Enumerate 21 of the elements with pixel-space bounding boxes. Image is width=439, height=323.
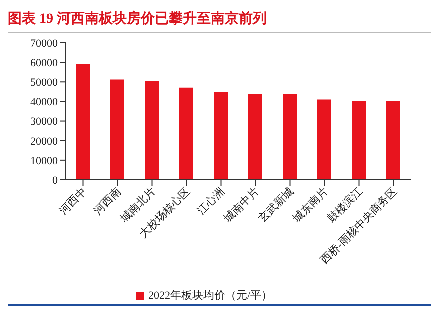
x-tick-label: 河西中 — [56, 184, 90, 218]
bar — [248, 94, 262, 180]
y-tick-label: 70000 — [30, 38, 58, 50]
bar — [180, 88, 194, 180]
legend-label: 2022年板块均价（元/平） — [148, 290, 273, 302]
chart-title: 图表 19 河西南板块房价已攀升至南京前列 — [8, 8, 431, 33]
bar — [76, 64, 90, 180]
y-tick-label: 60000 — [30, 57, 58, 70]
y-tick-label: 30000 — [30, 116, 58, 128]
bar — [145, 80, 159, 180]
y-tick-label: 0 — [52, 174, 58, 187]
bar — [386, 102, 400, 180]
y-tick-label: 10000 — [30, 155, 58, 168]
bar — [352, 102, 366, 180]
y-tick-label: 50000 — [30, 77, 58, 90]
bar — [110, 80, 124, 180]
y-tick-label: 20000 — [30, 136, 58, 148]
bar — [318, 100, 332, 180]
bar — [214, 92, 228, 180]
y-tick-label: 40000 — [30, 96, 58, 109]
bar — [283, 94, 297, 180]
